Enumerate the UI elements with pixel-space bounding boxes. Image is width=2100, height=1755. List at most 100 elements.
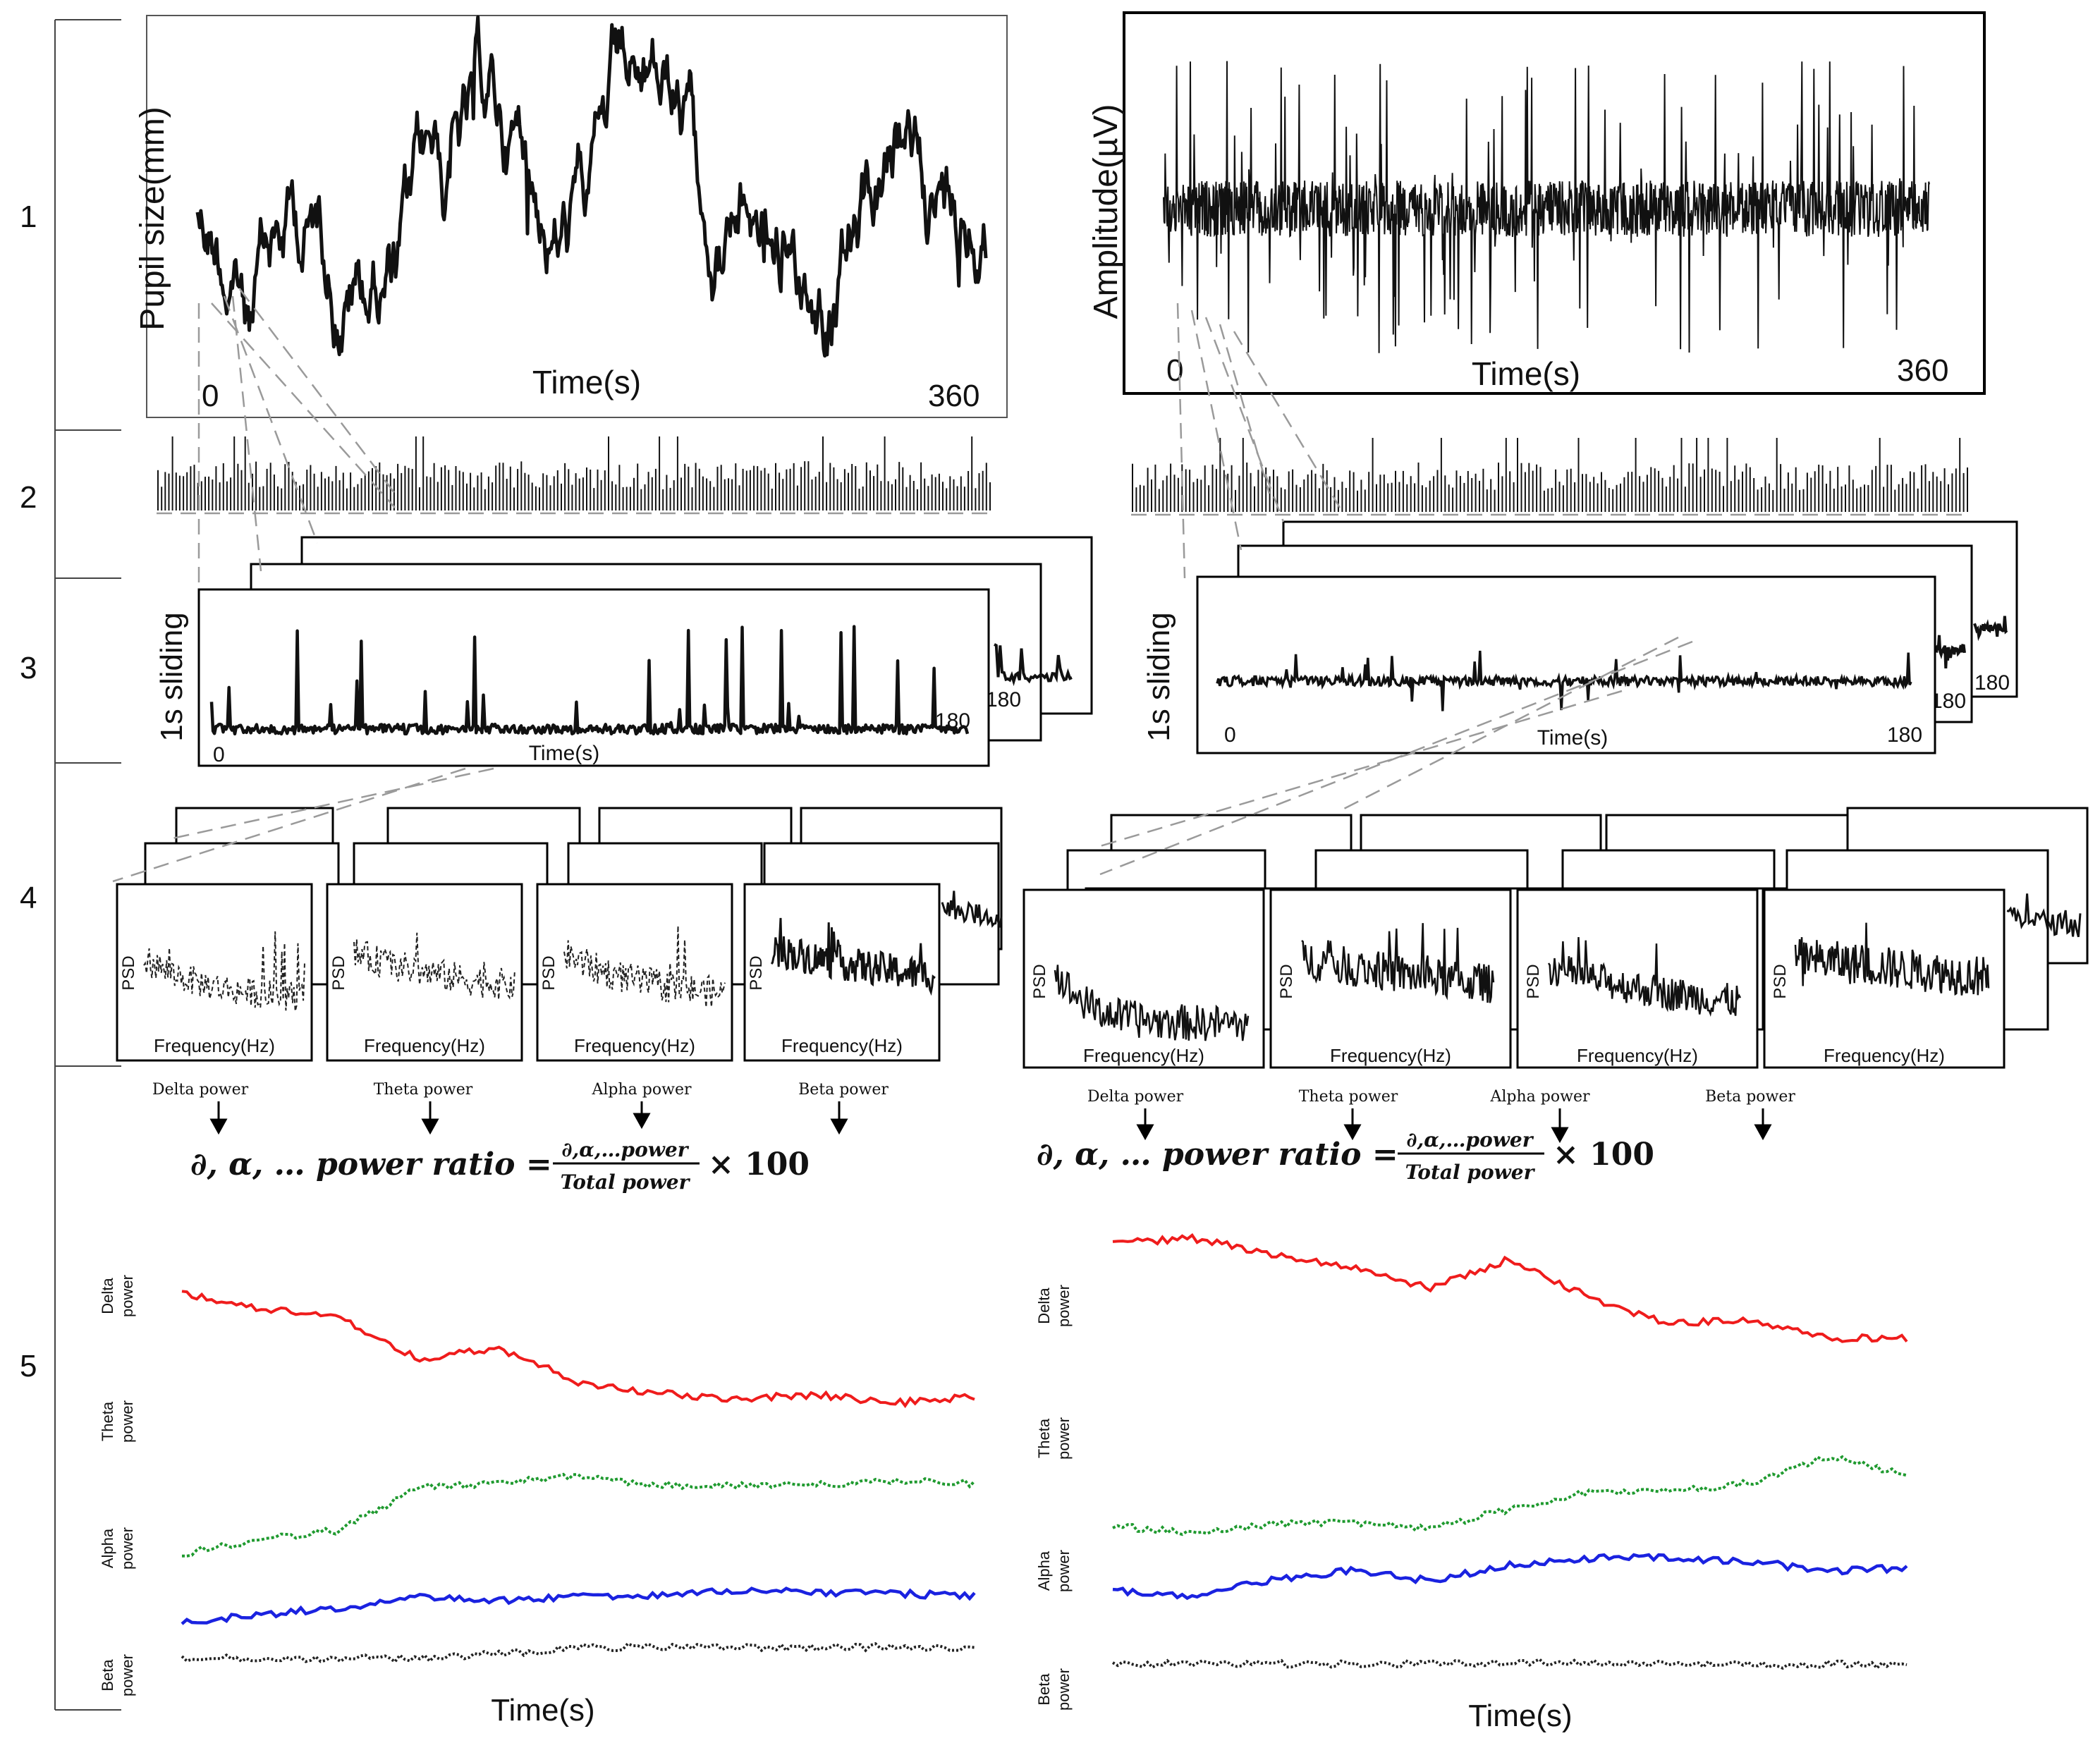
pupil-window-ylabel: 1s sliding [154, 612, 189, 741]
pupil-raw-signal [195, 15, 988, 358]
pupil-psd-theta-curve [353, 932, 515, 1000]
step-4-label: 4 [20, 881, 37, 915]
pupil-psd-alpha-frame [536, 883, 733, 1062]
pupil-window-xlabel: Time(s) [529, 742, 600, 765]
pupil-power-xlabel: Time(s) [491, 1693, 594, 1728]
eeg-psd-theta-curve [1301, 923, 1495, 1003]
eeg-formula-lhs: ∂, α, … power ratio = [1037, 1137, 1398, 1173]
eeg-window-ylabel: 1s sliding [1142, 612, 1176, 741]
eeg-power-theta-label-2: power [1055, 1417, 1073, 1460]
eeg-psd-alpha-ylabel: PSD [1524, 964, 1543, 998]
eeg-x-start: 0 [1166, 353, 1183, 388]
eeg-window-back-end-1: 180 [1931, 690, 1966, 713]
pupil-psd-beta-ylabel: PSD [747, 955, 766, 990]
eeg-formula-denominator: Total power [1405, 1161, 1536, 1184]
pupil-psd-alpha-ylabel: PSD [539, 955, 558, 990]
eeg-formula-tail: × 100 [1553, 1137, 1654, 1173]
pupil-power-theta-label-2: power [118, 1400, 136, 1443]
eeg-theta-power-trace [1112, 1455, 1907, 1536]
pupil-window-x-start: 0 [213, 743, 225, 766]
pupil-band-delta-label: Delta power [152, 1081, 249, 1099]
eeg-power-theta-label-1: Theta [1035, 1418, 1053, 1458]
eeg-power-delta-label-1: Delta [1035, 1288, 1053, 1324]
pupil-band-arrows [209, 1101, 848, 1135]
pupil-raw-frame [146, 15, 1008, 418]
eeg-xlabel: Time(s) [1472, 355, 1580, 392]
pupil-psd-delta-frame [116, 883, 313, 1062]
eeg-power-beta-label-1: Beta [1035, 1673, 1053, 1706]
pupil-window-back-signal [994, 643, 1073, 687]
eeg-alpha-power-trace [1112, 1553, 1908, 1601]
pupil-power-alpha-label-1: Alpha [99, 1528, 116, 1568]
pupil-power-beta-label-1: Beta [99, 1659, 116, 1692]
pupil-psd-beta-curve [770, 917, 936, 996]
pupil-power-delta-label-1: Delta [99, 1278, 116, 1314]
pupil-segment-stream [157, 436, 991, 510]
pupil-formula-numerator: ∂,α,…power [562, 1138, 690, 1161]
pupil-theta-power-trace [181, 1472, 976, 1558]
eeg-window-back-end-2: 180 [1974, 671, 2010, 695]
pupil-window-signal [209, 625, 970, 736]
eeg-ylabel: Amplitude(µV) [1087, 104, 1125, 319]
eeg-psd-delta-ylabel: PSD [1030, 964, 1049, 998]
pupil-x-start: 0 [202, 379, 219, 413]
pupil-window-front [197, 588, 990, 767]
zoom-guide-lines [112, 288, 1693, 883]
pupil-window-x-end: 180 [935, 709, 970, 733]
pupil-formula-lhs: ∂, α, … power ratio = [190, 1146, 552, 1182]
eeg-beta-power-trace [1111, 1657, 1907, 1670]
eeg-psd-beta-ylabel: PSD [1771, 964, 1790, 998]
pupil-power-alpha-label-2: power [118, 1527, 136, 1570]
pupil-delta-power-trace [181, 1290, 975, 1409]
eeg-psd-delta-xlabel: Frequency(Hz) [1083, 1045, 1204, 1066]
pupil-psd-delta-ylabel: PSD [119, 955, 138, 990]
step-1-label: 1 [20, 200, 37, 234]
eeg-psd-beta-xlabel: Frequency(Hz) [1824, 1045, 1945, 1066]
eeg-psd-delta-curve [1054, 965, 1250, 1041]
eeg-psd-beta-curve [1794, 922, 1990, 996]
eeg-psd-theta-ylabel: PSD [1277, 964, 1296, 998]
eeg-x-end: 360 [1897, 353, 1948, 388]
pupil-band-alpha-label: Alpha power [592, 1081, 692, 1099]
step-3-label: 3 [20, 651, 37, 685]
eeg-window-signal [1216, 650, 1912, 711]
step-2-label: 2 [20, 480, 37, 515]
eeg-psd-theta-xlabel: Frequency(Hz) [1330, 1045, 1451, 1066]
eeg-power-alpha-label-1: Alpha [1035, 1551, 1053, 1591]
step-5-label: 5 [20, 1349, 37, 1383]
eeg-psd-alpha-xlabel: Frequency(Hz) [1577, 1045, 1698, 1066]
pupil-psd-theta-xlabel: Frequency(Hz) [364, 1035, 485, 1056]
eeg-power-delta-label-2: power [1055, 1285, 1073, 1327]
pupil-psd-alpha-curve [563, 926, 726, 1008]
eeg-window-front [1196, 575, 1936, 754]
eeg-window-x-end: 180 [1887, 723, 1922, 747]
pupil-power-theta-label-1: Theta [99, 1401, 116, 1441]
pupil-formula-denominator: Total power [561, 1170, 691, 1194]
pupil-x-end: 360 [928, 379, 979, 413]
step-bracket [54, 19, 121, 1711]
eeg-band-beta-label: Beta power [1705, 1088, 1795, 1106]
pupil-psd-delta-curve [143, 931, 305, 1012]
eeg-psd-delta-frame [1022, 888, 1265, 1069]
pupil-power-delta-label-2: power [118, 1275, 136, 1317]
eeg-raw-signal [1163, 61, 1930, 353]
eeg-formula-numerator: ∂,α,…power [1407, 1128, 1534, 1151]
pupil-xlabel: Time(s) [532, 364, 641, 400]
eeg-band-arrows [1136, 1108, 1772, 1144]
eeg-band-delta-label: Delta power [1087, 1088, 1184, 1106]
eeg-power-alpha-label-2: power [1055, 1550, 1073, 1592]
eeg-segment-stream [1132, 438, 1968, 512]
pupil-formula-tail: × 100 [708, 1146, 810, 1182]
eeg-window-x-start: 0 [1224, 723, 1236, 747]
pupil-psd-delta-xlabel: Frequency(Hz) [154, 1035, 275, 1056]
pupil-alpha-power-trace [181, 1586, 976, 1625]
eeg-delta-power-trace [1112, 1233, 1908, 1343]
eeg-power-xlabel: Time(s) [1468, 1699, 1572, 1733]
eeg-band-theta-label: Theta power [1299, 1088, 1398, 1106]
pupil-power-beta-label-2: power [118, 1654, 136, 1696]
eeg-power-beta-label-2: power [1055, 1668, 1073, 1711]
eeg-band-alpha-label: Alpha power [1490, 1088, 1590, 1106]
pupil-psd-beta-xlabel: Frequency(Hz) [781, 1035, 903, 1056]
eeg-window-xlabel: Time(s) [1537, 726, 1608, 750]
